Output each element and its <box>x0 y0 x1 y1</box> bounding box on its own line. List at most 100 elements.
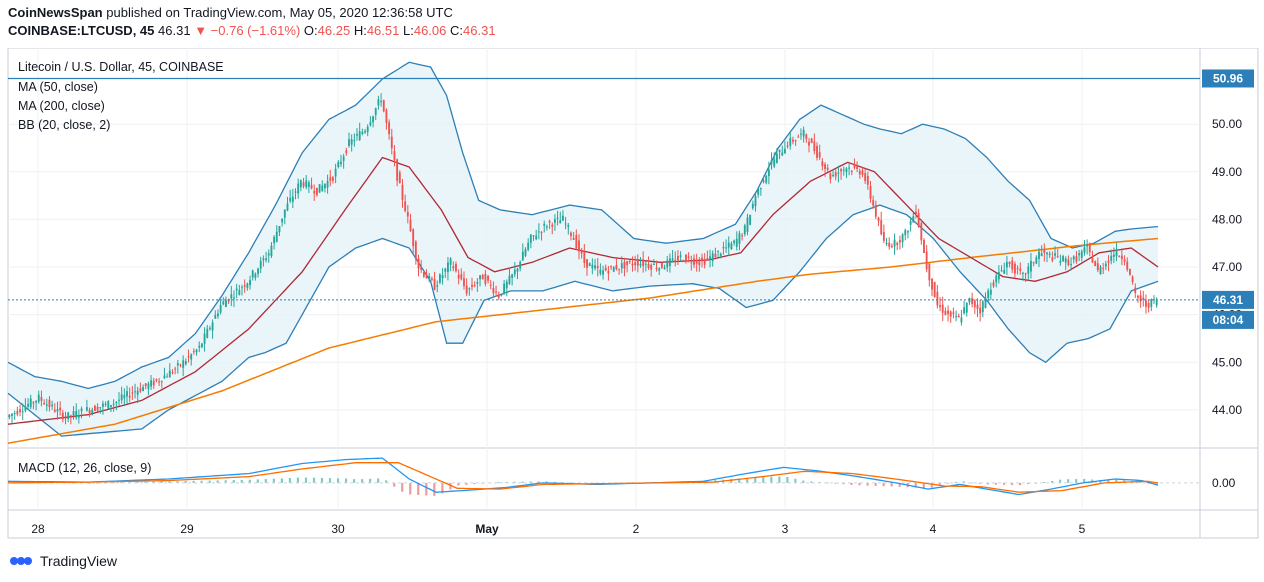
candle-body <box>1040 253 1043 257</box>
macd-tick-label: 0.00 <box>1212 476 1236 490</box>
candle-body <box>75 410 78 418</box>
legend-ma50[interactable]: MA (50, close) <box>18 80 98 94</box>
macd-histogram-bar <box>160 481 163 483</box>
publisher-name[interactable]: CoinNewsSpan <box>8 5 103 20</box>
macd-histogram-bar <box>208 480 211 483</box>
candle-body <box>586 259 588 268</box>
macd-title[interactable]: MACD (12, 26, close, 9) <box>18 461 151 475</box>
candle-body <box>1003 269 1006 274</box>
candle-body <box>545 226 548 228</box>
candle-body <box>160 380 163 382</box>
candle-body <box>136 390 139 395</box>
candle-body <box>537 231 540 233</box>
macd-histogram-bar <box>770 476 773 483</box>
low-value: 46.06 <box>413 23 447 38</box>
footer: TradingView <box>8 552 117 570</box>
candle-body <box>179 364 182 366</box>
candle-body <box>294 191 297 193</box>
macd-histogram-bar <box>986 482 990 485</box>
candle-body <box>326 180 329 188</box>
candle-body <box>420 266 423 271</box>
candle-body <box>848 167 851 169</box>
candle-body <box>238 290 241 295</box>
candle-body <box>738 233 741 244</box>
tradingview-brand[interactable]: TradingView <box>40 553 118 569</box>
macd-histogram-bar <box>994 482 998 485</box>
candle-body <box>529 234 532 243</box>
candle-body <box>492 287 495 294</box>
candle-body <box>1131 276 1134 283</box>
candle-body <box>1142 297 1145 300</box>
candle-body <box>503 283 506 294</box>
macd-histogram-bar <box>1083 479 1086 483</box>
candle-body <box>217 313 219 317</box>
candle-body <box>83 414 86 416</box>
candle-body <box>1019 268 1022 271</box>
candle-body <box>214 314 217 319</box>
candle-body <box>1056 256 1059 258</box>
chart-frame <box>7 48 1259 539</box>
candle-body <box>1024 273 1027 275</box>
candle-body <box>551 224 554 227</box>
chart-area[interactable]: 44.0045.0046.0047.0048.0049.0050.000.00 … <box>0 48 1264 550</box>
candle-body <box>749 214 752 225</box>
candle-body <box>69 415 72 417</box>
candle-body <box>334 168 337 177</box>
candle-body <box>366 126 369 132</box>
candle-body <box>808 141 810 146</box>
macd-histogram-bar <box>232 480 235 483</box>
candle-body <box>725 247 728 249</box>
candle-body <box>144 383 147 386</box>
candle-body <box>275 231 278 242</box>
candle-body <box>468 288 471 290</box>
candle-body <box>61 412 64 420</box>
candle-body <box>1046 252 1048 255</box>
candle-body <box>936 291 939 306</box>
time-axis[interactable]: 28 29 30 May 2 3 4 5 <box>31 522 1085 536</box>
candle-body <box>444 268 447 272</box>
candle-body <box>441 274 444 279</box>
legend-bb[interactable]: BB (20, close, 2) <box>18 118 110 132</box>
candle-body <box>521 251 524 261</box>
tradingview-logo-icon[interactable] <box>8 552 34 570</box>
bollinger-band-fill <box>8 62 1158 437</box>
candle-body <box>67 412 70 420</box>
candle-body <box>762 180 765 182</box>
candle-body <box>703 259 706 265</box>
candle-body <box>1104 263 1107 267</box>
candle-body <box>861 170 864 175</box>
macd-histogram-bar <box>802 480 805 483</box>
candle-body <box>722 247 725 249</box>
candle-body <box>1067 259 1070 266</box>
candle-body <box>1030 261 1032 272</box>
candle-body <box>497 294 500 298</box>
chart-title: Litecoin / U.S. Dollar, 45, COINBASE <box>18 60 224 74</box>
macd-histogram-bar <box>353 479 356 483</box>
candle-body <box>457 274 460 279</box>
candle-body <box>348 139 350 146</box>
candle-body <box>741 235 744 237</box>
candle-body <box>390 136 393 149</box>
candle-body <box>973 300 976 308</box>
candle-body <box>690 262 693 264</box>
macd-histogram-bar <box>938 482 941 486</box>
candle-body <box>182 360 185 368</box>
symbol-line: COINBASE:LTCUSD, 45 46.31 ▼ −0.76 (−1.61… <box>8 22 1258 40</box>
macd-histogram-bar <box>898 482 901 487</box>
candle-body <box>353 140 356 142</box>
candle-body <box>463 278 465 287</box>
candles <box>8 93 1158 425</box>
candle-body <box>243 285 246 287</box>
candle-body <box>337 162 340 168</box>
macd-histogram-bar <box>858 482 861 486</box>
candle-body <box>118 399 120 401</box>
macd-histogram-bar <box>569 482 572 484</box>
candle-body <box>265 258 268 261</box>
candle-body <box>278 226 281 233</box>
chart-header: CoinNewsSpan published on TradingView.co… <box>8 4 1258 40</box>
candle-body <box>1145 300 1147 307</box>
candle-body <box>928 263 931 281</box>
candle-body <box>190 354 193 360</box>
legend-ma200[interactable]: MA (200, close) <box>18 99 105 113</box>
candle-body <box>997 271 1000 280</box>
